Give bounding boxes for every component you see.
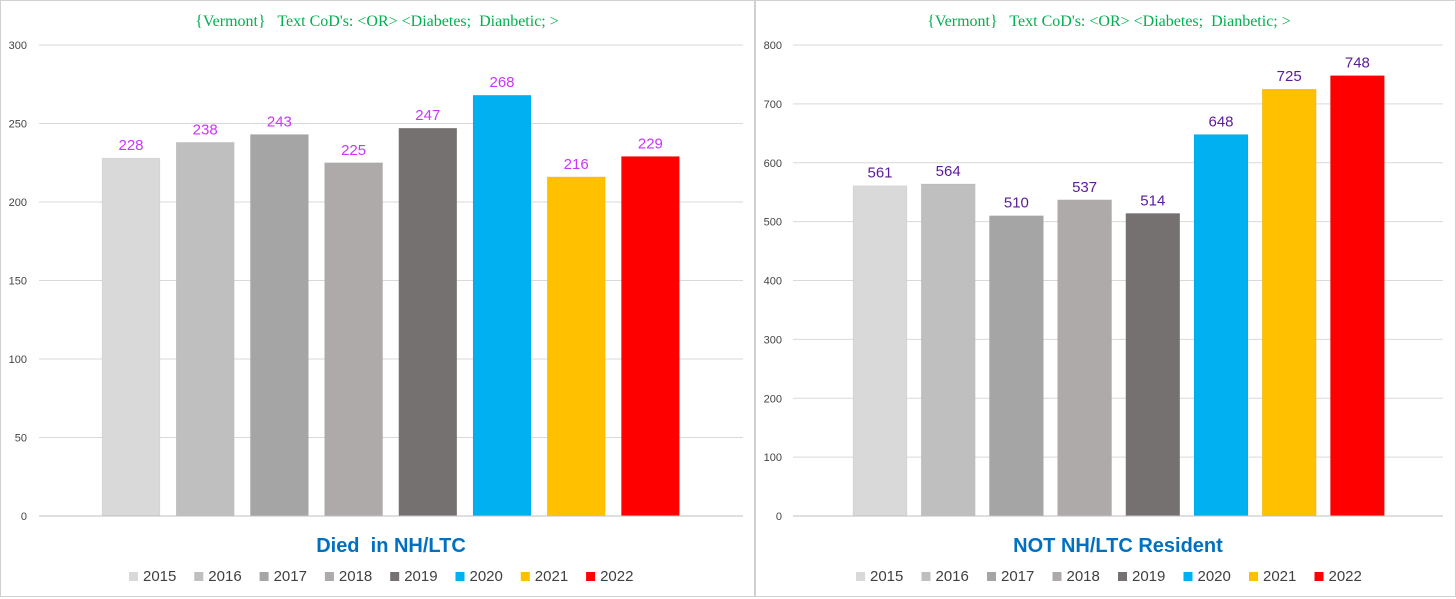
chart-panel-right: {Vermont} Text CoD's: <OR> <Diabetes; Di…	[755, 0, 1456, 597]
legend-label: 2019	[404, 568, 437, 585]
legend-label: 2022	[600, 568, 633, 585]
y-tick-label: 50	[15, 433, 27, 445]
chart-panel-left: {Vermont} Text CoD's: <OR> <Diabetes; Di…	[0, 0, 755, 597]
bar-2021	[546, 176, 606, 517]
x-axis-title: Died in NH/LTC	[316, 535, 466, 557]
data-label: 225	[341, 142, 366, 159]
y-tick-label: 250	[9, 119, 27, 131]
data-label: 216	[564, 156, 589, 173]
data-label: 229	[638, 135, 663, 152]
legend-swatch-2020	[455, 572, 465, 581]
legend-swatch-2020	[1183, 572, 1193, 581]
legend-label: 2017	[1001, 568, 1034, 585]
data-label: 537	[1072, 179, 1097, 196]
bar-2021	[1261, 88, 1317, 517]
legend-swatch-2016	[921, 572, 931, 581]
legend-swatch-2021	[1249, 572, 1258, 581]
y-tick-label: 800	[764, 40, 782, 52]
bar-2016	[920, 183, 976, 517]
data-label: 561	[867, 165, 892, 182]
legend-swatch-2018	[324, 572, 334, 581]
y-tick-label: 0	[21, 511, 27, 523]
y-tick-label: 600	[764, 158, 782, 170]
legend-swatch-2015	[856, 572, 865, 581]
bar-2018	[1057, 199, 1112, 517]
data-label: 510	[1004, 195, 1029, 212]
data-label: 514	[1140, 192, 1165, 209]
y-tick-label: 500	[764, 217, 782, 229]
data-label: 228	[118, 137, 143, 154]
chart-svg: {Vermont} Text CoD's: <OR> <Diabetes; Di…	[9, 13, 743, 585]
data-label: 725	[1277, 68, 1302, 85]
bar-2019	[1125, 213, 1181, 517]
data-label: 238	[193, 121, 218, 138]
data-label: 268	[489, 74, 514, 91]
legend-swatch-2021	[520, 572, 530, 581]
legend-swatch-2022	[1314, 572, 1324, 581]
legend-label: 2021	[1263, 568, 1296, 585]
x-axis-title: NOT NH/LTC Resident	[1013, 535, 1223, 557]
chart-title: {Vermont} Text CoD's: <OR> <Diabetes; Di…	[195, 13, 559, 30]
y-tick-label: 300	[9, 40, 27, 52]
bar-2020	[472, 94, 532, 517]
y-tick-label: 200	[9, 197, 27, 209]
legend-label: 2017	[274, 568, 307, 585]
bar-2015	[852, 185, 908, 517]
legend-swatch-2019	[1118, 572, 1127, 581]
bar-2015	[101, 157, 161, 517]
data-label: 243	[267, 113, 292, 130]
y-tick-label: 200	[764, 393, 782, 405]
legend-label: 2018	[339, 568, 372, 585]
legend-label: 2016	[936, 568, 969, 585]
data-label: 564	[936, 163, 961, 180]
legend-swatch-2019	[390, 572, 400, 581]
y-tick-label: 150	[9, 276, 27, 288]
legend-swatch-2016	[194, 572, 204, 581]
chart-title: {Vermont} Text CoD's: <OR> <Diabetes; Di…	[927, 13, 1291, 30]
bar-2017	[250, 134, 309, 517]
legend-label: 2019	[1132, 568, 1165, 585]
legend-label: 2021	[535, 568, 568, 585]
legend-swatch-2018	[1052, 572, 1062, 581]
legend-label: 2015	[143, 568, 176, 585]
y-tick-label: 400	[764, 276, 782, 288]
y-tick-label: 100	[9, 354, 27, 366]
bar-2020	[1193, 134, 1249, 517]
bar-2016	[175, 142, 235, 517]
legend-label: 2022	[1329, 568, 1362, 585]
bar-2017	[989, 215, 1044, 517]
legend-swatch-2017	[259, 572, 269, 581]
legend-swatch-2017	[987, 572, 996, 581]
y-tick-label: 0	[776, 511, 782, 523]
data-label: 247	[415, 107, 440, 124]
data-label: 748	[1345, 55, 1370, 72]
legend-swatch-2015	[129, 572, 138, 581]
legend-label: 2016	[208, 568, 241, 585]
bar-2022	[1330, 75, 1385, 517]
y-tick-label: 300	[764, 334, 782, 346]
legend-label: 2018	[1067, 568, 1100, 585]
data-label: 648	[1208, 113, 1233, 130]
bar-2022	[621, 156, 680, 517]
y-tick-label: 100	[764, 452, 782, 464]
bar-2018	[324, 162, 383, 517]
bar-2019	[398, 127, 458, 517]
legend-label: 2020	[1198, 568, 1231, 585]
legend-label: 2015	[870, 568, 903, 585]
y-tick-label: 700	[764, 99, 782, 111]
chart-svg: {Vermont} Text CoD's: <OR> <Diabetes; Di…	[764, 13, 1443, 585]
legend-swatch-2022	[586, 572, 596, 581]
legend-label: 2020	[470, 568, 503, 585]
